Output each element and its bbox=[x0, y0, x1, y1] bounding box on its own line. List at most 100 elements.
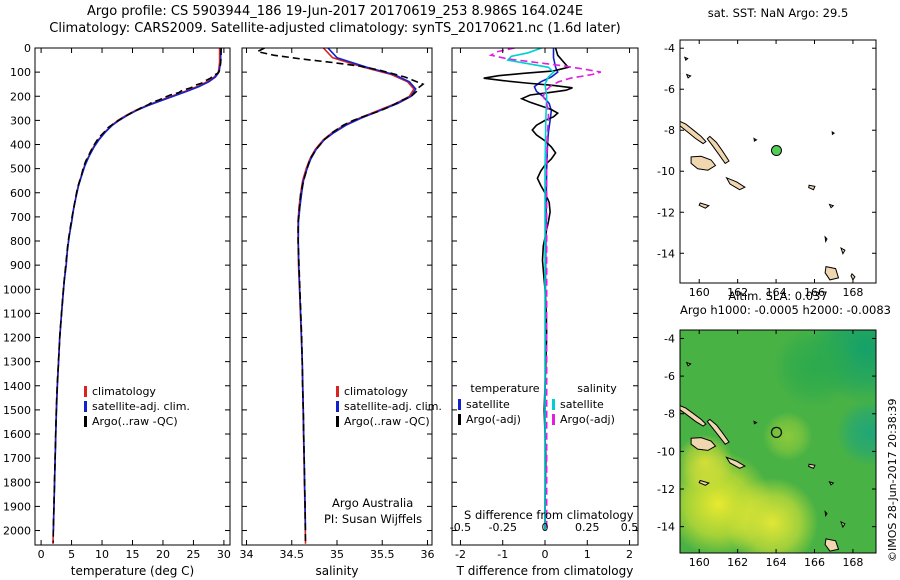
x-tick-label: 35 bbox=[330, 548, 344, 561]
lon-tick-label: 168 bbox=[842, 286, 863, 299]
s-axis-tick-label: 0.5 bbox=[621, 521, 639, 534]
island-coastline bbox=[685, 73, 692, 79]
sla-map-title: Altim. SLA: 0.037 bbox=[728, 289, 828, 303]
island-coastline bbox=[808, 184, 816, 191]
legend-item: satellite-adj. clim. bbox=[84, 399, 190, 414]
argo-australia-note: Argo Australia bbox=[332, 496, 414, 510]
t-difference-axis-label: T difference from climatology bbox=[456, 564, 634, 578]
legend-label: Argo(-adj) bbox=[560, 413, 615, 426]
imos-watermark: ©IMOS 28-Jun-2017 20:38:39 bbox=[886, 398, 899, 562]
series-s-argo-diff bbox=[488, 48, 602, 531]
island-coastline bbox=[725, 176, 746, 191]
legend-item: satellite bbox=[552, 397, 642, 412]
sla-map-content bbox=[680, 330, 876, 553]
lat-tick-label: -8 bbox=[664, 408, 675, 421]
legend-column-header: salinity bbox=[577, 382, 617, 395]
s-axis-tick-label: 0.25 bbox=[575, 521, 600, 534]
temperature-profile-frame bbox=[34, 47, 231, 546]
legend-line-swatch bbox=[336, 386, 339, 397]
island-coastline bbox=[824, 538, 840, 552]
x-tick-label: 2 bbox=[626, 548, 633, 561]
legend-line-swatch bbox=[458, 414, 461, 425]
lat-tick-label: -14 bbox=[657, 521, 675, 534]
island-coastline bbox=[828, 203, 835, 209]
island-coastline bbox=[824, 235, 828, 244]
y-tick-label: 1200 bbox=[3, 332, 31, 345]
legend-line-swatch bbox=[84, 401, 87, 412]
legend-line-swatch bbox=[336, 401, 339, 412]
y-tick-label: 1300 bbox=[3, 356, 31, 369]
y-tick-label: 100 bbox=[10, 66, 31, 79]
x-tick-label: 36 bbox=[420, 548, 434, 561]
x-tick-label: 0 bbox=[38, 548, 45, 561]
legend-label: satellite bbox=[466, 398, 510, 411]
lon-tick-label: 166 bbox=[804, 286, 825, 299]
y-tick-label: 1700 bbox=[3, 452, 31, 465]
x-tick-label: -1 bbox=[497, 548, 508, 561]
legend-label: Argo(..raw -QC) bbox=[92, 415, 178, 428]
legend-column-header: temperature bbox=[470, 382, 540, 395]
y-tick-label: 0 bbox=[24, 42, 31, 55]
lon-tick-label: 162 bbox=[727, 286, 748, 299]
lat-tick-label: -4 bbox=[664, 42, 675, 55]
x-tick-label: 5 bbox=[68, 548, 75, 561]
y-tick-label: 1900 bbox=[3, 500, 31, 513]
y-tick-label: 1600 bbox=[3, 428, 31, 441]
x-tick-label: 10 bbox=[95, 548, 109, 561]
island-coastline bbox=[840, 520, 846, 529]
salinity-axis-label: salinity bbox=[315, 564, 359, 578]
field-blob bbox=[772, 330, 857, 409]
island-coastline bbox=[824, 510, 828, 518]
lon-tick-label: 164 bbox=[766, 556, 787, 569]
pi-note: PI: Susan Wijffels bbox=[324, 512, 423, 526]
series-climatology bbox=[52, 48, 221, 544]
lat-tick-label: -4 bbox=[664, 332, 675, 345]
field-blob bbox=[680, 434, 734, 491]
legend-line-swatch bbox=[458, 399, 461, 410]
y-tick-label: 1500 bbox=[3, 404, 31, 417]
island-coastline bbox=[840, 247, 846, 255]
field-blob bbox=[726, 477, 819, 553]
legend-item: Argo(..raw -QC) bbox=[84, 414, 190, 429]
y-tick-label: 1800 bbox=[3, 476, 31, 489]
series-argo-raw bbox=[52, 48, 222, 543]
y-tick-label: 900 bbox=[10, 259, 31, 272]
legend-line-swatch bbox=[84, 386, 87, 397]
sla-map-subtitle: Argo h1000: -0.0005 h2000: -0.0083 bbox=[680, 303, 891, 317]
island-coastline bbox=[753, 420, 758, 425]
figure-subtitle: Climatology: CARS2009. Satellite-adjuste… bbox=[49, 21, 621, 36]
sst-map-title: sat. SST: NaN Argo: 29.5 bbox=[707, 6, 849, 20]
field-blob bbox=[762, 411, 813, 461]
legend-line-swatch bbox=[336, 416, 339, 427]
y-tick-label: 500 bbox=[10, 163, 31, 176]
series-satellite-adj.-clim. bbox=[297, 48, 417, 531]
legend-label: climatology bbox=[344, 385, 408, 398]
island-coastline bbox=[753, 137, 758, 142]
x-tick-label: 30 bbox=[217, 548, 231, 561]
location-map-frame bbox=[679, 39, 877, 284]
x-tick-label: 34 bbox=[240, 548, 254, 561]
legend-item: satellite bbox=[458, 397, 552, 412]
island-coastline bbox=[690, 155, 717, 171]
y-tick-label: 1400 bbox=[3, 380, 31, 393]
y-tick-label: 300 bbox=[10, 114, 31, 127]
figure-title: Argo profile: CS 5903944_186 19-Jun-2017… bbox=[86, 4, 584, 19]
island-coastline bbox=[680, 405, 707, 427]
float-position-marker bbox=[770, 145, 782, 157]
island-coastline bbox=[683, 56, 689, 61]
s-axis-tick-label: -0.25 bbox=[488, 521, 516, 534]
s-difference-axis-label: S difference from climatology bbox=[464, 508, 634, 522]
legend-label: satellite-adj. clim. bbox=[92, 400, 190, 413]
lat-tick-label: -8 bbox=[664, 124, 675, 137]
lat-tick-label: -14 bbox=[657, 247, 675, 260]
series-climatology bbox=[297, 48, 415, 544]
x-tick-label: 35.5 bbox=[370, 548, 395, 561]
lat-tick-label: -10 bbox=[657, 165, 675, 178]
island-coastline bbox=[808, 463, 816, 469]
x-tick-label: 34.5 bbox=[280, 548, 305, 561]
salinity-profile-frame bbox=[241, 47, 433, 546]
y-tick-label: 1100 bbox=[3, 307, 31, 320]
legend-line-swatch bbox=[84, 416, 87, 427]
